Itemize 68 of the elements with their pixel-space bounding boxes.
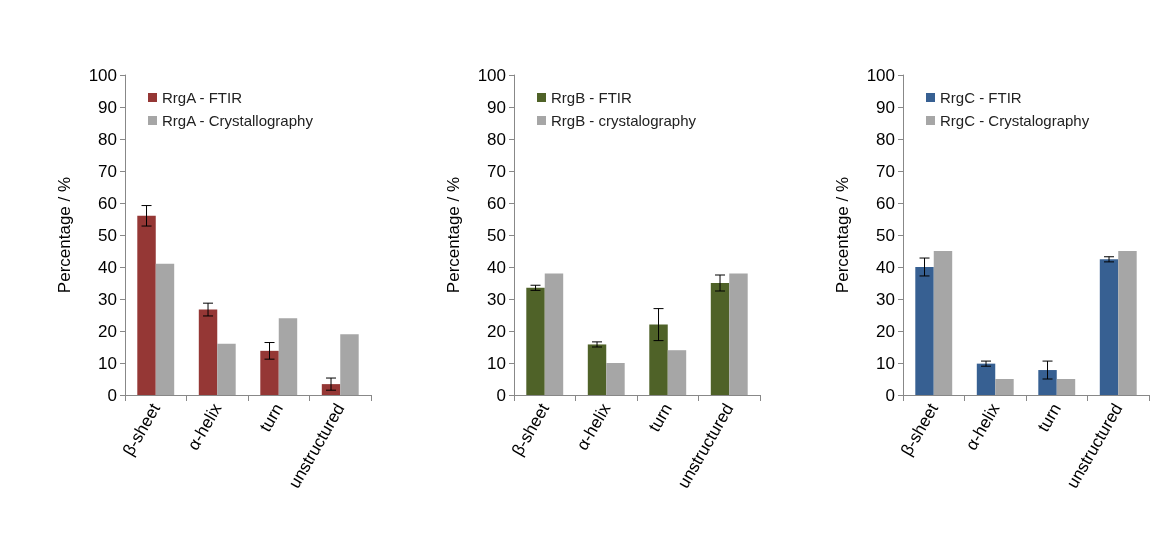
x-tick-label: turn <box>1033 400 1065 436</box>
bar <box>198 309 218 395</box>
bar <box>155 263 175 395</box>
y-tick-label: 0 <box>885 385 895 405</box>
bar <box>217 343 236 395</box>
bar <box>1038 370 1057 395</box>
legend-label: RrgB - FTIR <box>551 89 632 106</box>
y-tick-label: 80 <box>876 129 895 149</box>
y-tick-label: 40 <box>487 257 506 277</box>
bar <box>729 273 748 395</box>
bar <box>915 267 934 395</box>
y-axis-title: Percentage / % <box>55 176 74 294</box>
y-tick-label: 80 <box>487 129 506 149</box>
bar <box>976 363 996 395</box>
bar <box>710 283 730 395</box>
bar <box>137 215 156 395</box>
y-tick-label: 30 <box>98 289 117 309</box>
y-tick-label: 40 <box>876 257 895 277</box>
y-tick-label: 20 <box>98 321 117 341</box>
bar <box>606 363 625 395</box>
y-tick-label: 100 <box>88 65 117 85</box>
legend-label: RrgA - FTIR <box>162 89 243 106</box>
legend-label: RrgA - Crystallography <box>162 112 314 129</box>
bar <box>1099 259 1119 395</box>
x-tick-label: turn <box>644 400 676 436</box>
y-tick-label: 90 <box>98 97 117 117</box>
y-tick-label: 60 <box>876 193 895 213</box>
bar <box>260 350 279 395</box>
bar <box>1118 251 1137 395</box>
bar <box>649 324 668 395</box>
y-tick-label: 10 <box>487 353 506 373</box>
bar <box>933 251 953 395</box>
y-tick-label: 0 <box>496 385 506 405</box>
y-tick-label: 50 <box>98 225 117 245</box>
bar <box>526 287 545 395</box>
bar <box>278 318 298 395</box>
y-tick-label: 70 <box>98 161 117 181</box>
y-tick-label: 100 <box>866 65 895 85</box>
y-tick-label: 20 <box>487 321 506 341</box>
y-tick-label: 100 <box>477 65 506 85</box>
bar <box>544 273 564 395</box>
y-axis-title: Percentage / % <box>833 176 852 294</box>
y-tick-label: 10 <box>876 353 895 373</box>
y-tick-label: 90 <box>876 97 895 117</box>
y-tick-label: 40 <box>98 257 117 277</box>
y-tick-label: 10 <box>98 353 117 373</box>
legend-label: RrgB - crystalography <box>551 112 697 129</box>
x-tick-label: turn <box>255 400 287 436</box>
bar <box>1056 379 1076 395</box>
y-tick-label: 70 <box>487 161 506 181</box>
y-axis-title: Percentage / % <box>444 176 463 294</box>
y-tick-label: 0 <box>107 385 117 405</box>
y-tick-label: 60 <box>487 193 506 213</box>
bar <box>667 350 687 395</box>
legend-label: RrgC - FTIR <box>940 89 1022 106</box>
y-tick-label: 50 <box>487 225 506 245</box>
y-tick-label: 30 <box>487 289 506 309</box>
y-tick-label: 30 <box>876 289 895 309</box>
legend-label: RrgC - Crystalography <box>940 112 1090 129</box>
y-tick-label: 50 <box>876 225 895 245</box>
y-tick-label: 90 <box>487 97 506 117</box>
bar <box>995 379 1014 395</box>
y-tick-label: 60 <box>98 193 117 213</box>
y-tick-label: 70 <box>876 161 895 181</box>
bar <box>340 334 359 395</box>
y-tick-label: 80 <box>98 129 117 149</box>
y-tick-label: 20 <box>876 321 895 341</box>
bar <box>587 344 607 395</box>
